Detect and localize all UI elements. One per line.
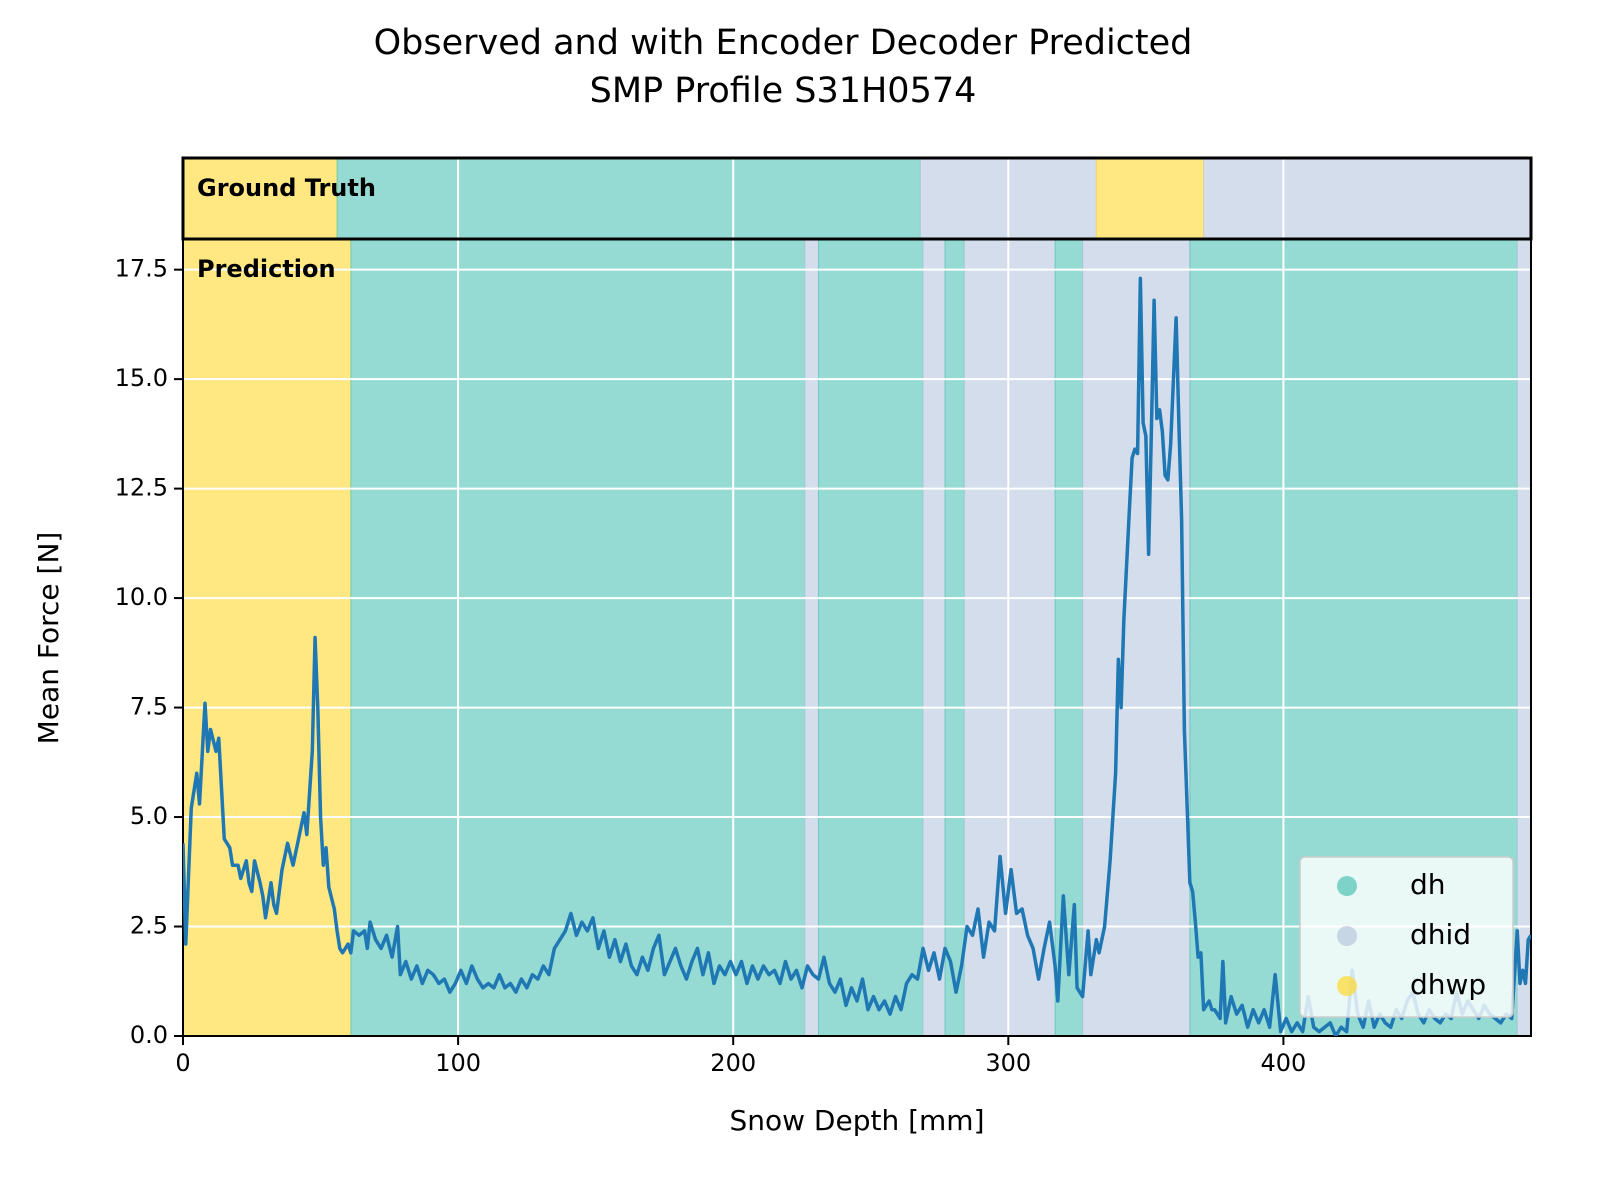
class-span: [1054, 238, 1084, 1037]
y-tick-label: 10.0: [115, 583, 168, 611]
legend-box: [1299, 856, 1514, 1018]
class-span: [350, 238, 806, 1037]
class-span: [1203, 157, 1532, 240]
y-axis-label: Mean Force [N]: [32, 532, 65, 745]
class-span: [963, 238, 1056, 1037]
y-tick-label: 12.5: [115, 474, 168, 502]
class-span: [922, 238, 946, 1037]
x-tick-label: 300: [985, 1049, 1031, 1077]
chart-subtitle: SMP Profile S31H0574: [590, 71, 977, 111]
x-tick-label: 200: [710, 1049, 756, 1077]
panel-label: Ground Truth: [197, 174, 376, 202]
y-tick-label: 5.0: [130, 802, 168, 830]
legend-marker: [1337, 926, 1357, 946]
y-tick-label: 17.5: [115, 255, 168, 283]
x-tick-label: 100: [435, 1049, 481, 1077]
legend-label: dhwp: [1410, 968, 1486, 1001]
class-span: [1095, 157, 1205, 240]
y-tick-label: 2.5: [130, 912, 168, 940]
class-span: [336, 157, 921, 240]
class-span: [944, 238, 965, 1037]
legend-marker: [1337, 976, 1357, 996]
panel-label: Prediction: [197, 255, 336, 283]
class-span: [182, 157, 338, 240]
data-line: [183, 276, 1531, 1036]
legend-marker: [1337, 876, 1357, 896]
panel-frame: [182, 238, 1532, 1037]
x-tick-label: 0: [175, 1049, 190, 1077]
x-axis-label: Snow Depth [mm]: [729, 1104, 984, 1137]
legend-label: dhid: [1410, 918, 1471, 951]
chart-title: Observed and with Encoder Decoder Predic…: [374, 23, 1193, 63]
y-tick-label: 0.0: [130, 1021, 168, 1049]
x-tick-label: 400: [1261, 1049, 1307, 1077]
y-tick-label: 7.5: [130, 693, 168, 721]
class-span: [817, 238, 924, 1037]
class-span: [1516, 238, 1532, 1037]
class-span: [804, 238, 819, 1037]
y-tick-label: 15.0: [115, 364, 168, 392]
legend-label: dh: [1410, 868, 1446, 901]
